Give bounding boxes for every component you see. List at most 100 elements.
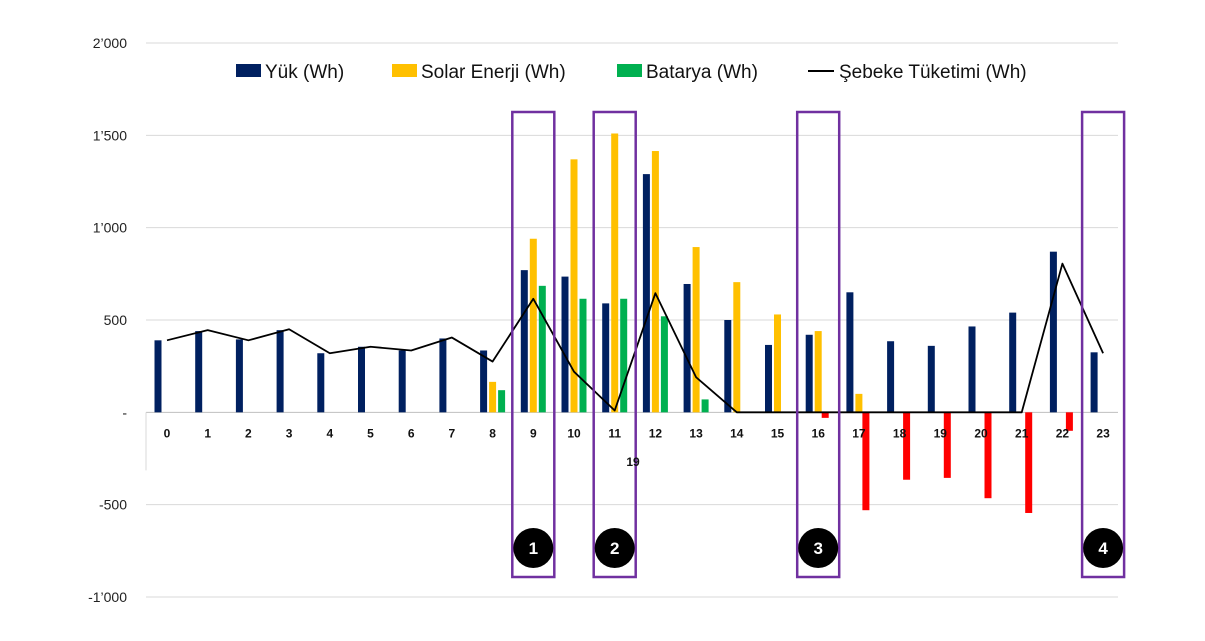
bar-y-k-wh (520, 270, 528, 413)
x-tick-label: 22 (1056, 426, 1070, 440)
x-tick-label: 17 (852, 426, 866, 440)
bar-batarya-wh (538, 285, 546, 413)
y-tick-label: 1’500 (93, 127, 127, 143)
x-tick-label: 13 (689, 426, 703, 440)
bar-y-k-wh (642, 174, 650, 413)
highlight-box (511, 110, 556, 579)
bar-y-k-wh (968, 326, 976, 413)
x-tick-label: 0 (164, 426, 171, 440)
highlight-box (1080, 110, 1126, 579)
bar-solar-enerji-wh (611, 133, 619, 413)
bar-negative (1025, 412, 1033, 513)
bar-solar-enerji-wh (814, 331, 822, 413)
x-tick-label: 9 (530, 426, 537, 440)
bar-y-k-wh (439, 338, 447, 413)
bar-negative (821, 412, 829, 418)
bar-negative (1065, 412, 1073, 431)
x-tick-label: 21 (1015, 426, 1029, 440)
x-axis: 0 1 2 3 4 5 6 7 8 9 10 11 12 13 14 15 16 17 18 19 20 21 22 23 (164, 426, 1110, 440)
x-tick-label: 12 (649, 426, 663, 440)
legend-label: Yük (Wh) (265, 62, 344, 83)
x-tick-label: 23 (1096, 426, 1110, 440)
legend-swatch (392, 64, 417, 77)
x-tick-label: 14 (730, 426, 744, 440)
x-tick-label: 20 (974, 426, 988, 440)
bar-negative (862, 412, 870, 511)
legend: Yük (Wh) Solar Enerji (Wh) Batarya (Wh) Şeb… (236, 62, 1027, 83)
bar-batarya-wh (660, 316, 668, 413)
x-tick-label: 5 (367, 426, 374, 440)
bar-y-k-wh (154, 340, 162, 413)
bar-y-k-wh (276, 330, 284, 413)
x-tick-label: 11 (608, 426, 621, 440)
x-tick-label: 16 (812, 426, 826, 440)
bar-batarya-wh (620, 298, 628, 413)
bar-negative (943, 412, 951, 478)
highlight-box (795, 110, 841, 579)
bar-y-k-wh (235, 339, 243, 413)
y-axis: 2’000 1’500 1’000 500 - -500 -1’000 (88, 35, 127, 605)
x-tick-label: 10 (567, 426, 581, 440)
bar-y-k-wh (683, 283, 691, 413)
bar-y-k-wh (846, 292, 854, 413)
legend-label: Şebeke Tüketimi (Wh) (839, 62, 1027, 83)
x-tick-label: 1 (204, 426, 211, 440)
x-tick-label: 3 (286, 426, 293, 440)
bar-y-k-wh (358, 346, 365, 413)
bar-y-k-wh (887, 341, 895, 413)
bar-y-k-wh (927, 345, 935, 413)
y-tick-label: - (122, 404, 127, 420)
badge-number: 1 (529, 539, 538, 558)
legend-label: Solar Enerji (Wh) (421, 62, 566, 83)
bar-y-k-wh (724, 320, 732, 413)
y-tick-label: -1’000 (88, 589, 127, 605)
bar-solar-enerji-wh (692, 247, 700, 413)
bar-y-k-wh (805, 334, 813, 413)
bar-solar-enerji-wh (529, 238, 537, 413)
badge-number: 2 (610, 539, 619, 558)
badge-circle (1083, 528, 1124, 568)
bar-y-k-wh (602, 303, 610, 413)
bar-y-k-wh (765, 344, 772, 413)
bar-solar-enerji-wh (733, 282, 741, 413)
bar-y-k-wh (1009, 312, 1017, 413)
badge-number: 3 (813, 539, 822, 558)
x-tick-label: 2 (245, 426, 252, 440)
highlight-box (592, 110, 637, 579)
bar-y-k-wh (195, 331, 203, 413)
legend-swatch (236, 64, 261, 77)
bar-y-k-wh (480, 350, 488, 413)
x-tick-label: 4 (326, 426, 333, 440)
bar-negative (984, 412, 992, 499)
x-tick-label: 19 (934, 426, 948, 440)
bar-negative (903, 412, 911, 480)
bar-y-k-wh (561, 276, 569, 413)
extra-x-label: 19 (626, 455, 640, 469)
bar-y-k-wh (1090, 352, 1098, 413)
y-tick-label: 500 (104, 312, 128, 328)
x-tick-label: 18 (893, 426, 907, 440)
badge-circle (798, 528, 839, 568)
legend-swatch (617, 64, 642, 77)
bar-batarya-wh (498, 390, 506, 413)
bar-batarya-wh (701, 399, 709, 413)
bar-y-k-wh (398, 350, 406, 413)
bar-batarya-wh (579, 298, 587, 413)
bar-y-k-wh (317, 353, 325, 413)
bar-y-k-wh (1049, 251, 1057, 413)
x-tick-label: 15 (771, 426, 785, 440)
bars (154, 133, 1098, 513)
bar-solar-enerji-wh (489, 381, 497, 413)
x-tick-label: 6 (408, 426, 415, 440)
x-tick-label: 8 (489, 426, 496, 440)
badge-circle (513, 528, 554, 568)
y-tick-label: 2’000 (93, 35, 127, 51)
legend-label: Batarya (Wh) (646, 62, 758, 83)
y-tick-label: 1’000 (93, 220, 127, 236)
x-tick-label: 7 (449, 426, 456, 440)
badge-circle (594, 528, 635, 568)
bar-solar-enerji-wh (774, 314, 781, 413)
badge-number: 4 (1098, 539, 1108, 558)
